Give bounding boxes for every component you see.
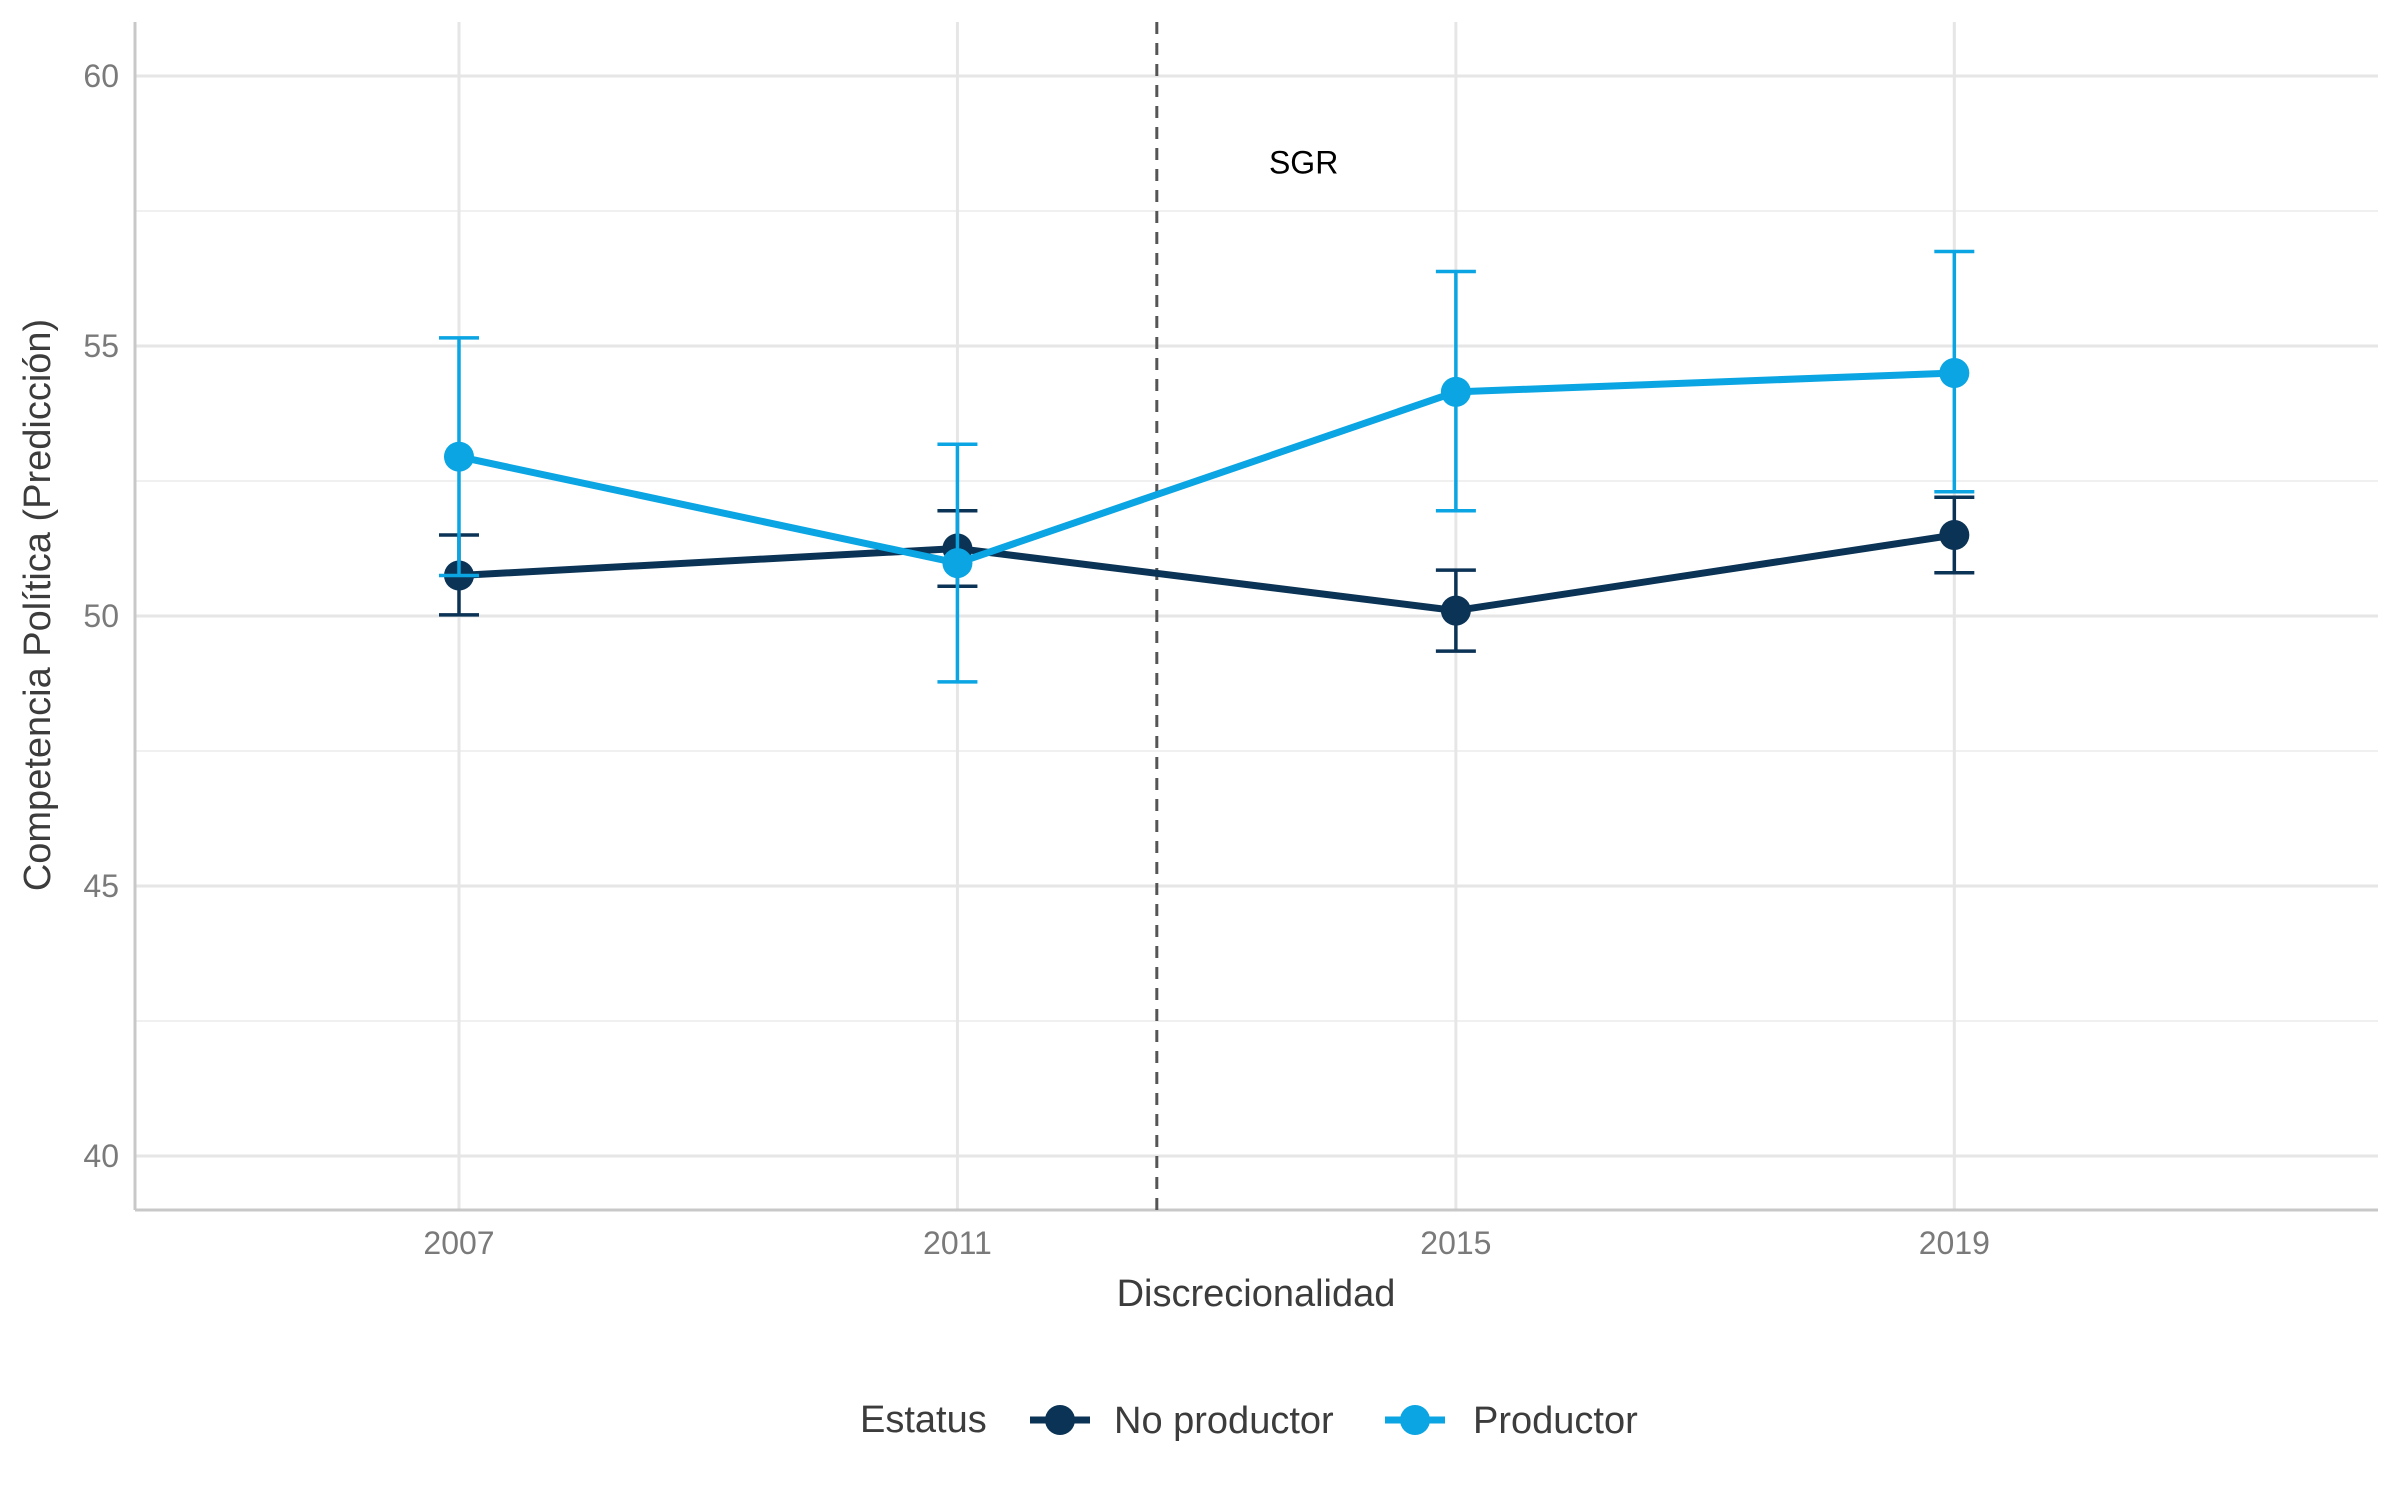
data-point (1939, 358, 1970, 388)
axes: 40 45 50 55 60 2007 2011 2015 2019 (83, 22, 2378, 1261)
series-line (458, 531, 1955, 615)
x-tick-label: 2007 (423, 1225, 494, 1261)
data-point (942, 548, 973, 579)
y-tick-label: 50 (83, 598, 119, 634)
series-productor (438, 249, 1975, 684)
legend-key-point (1400, 1405, 1430, 1435)
y-tick-label: 40 (83, 1138, 119, 1174)
annotation-sgr: SGR (1269, 144, 1338, 180)
data-point (443, 441, 474, 472)
series-no-productor (438, 495, 1975, 653)
legend-label: Productor (1473, 1400, 1638, 1442)
data-point (1939, 520, 1970, 550)
x-tick-label: 2015 (1420, 1225, 1491, 1261)
legend-key-point (1045, 1405, 1075, 1435)
y-tick-label: 55 (83, 328, 119, 364)
x-axis-title: Discrecionalidad (1117, 1273, 1396, 1315)
series-line (458, 369, 1955, 567)
legend: Estatus No productor Productor (860, 1399, 1638, 1442)
legend-title: Estatus (860, 1399, 987, 1441)
x-tick-label: 2019 (1919, 1225, 1990, 1261)
data-point (1440, 376, 1471, 407)
labels: Discrecionalidad Competencia Política (P… (17, 144, 1395, 1315)
legend-label: No productor (1114, 1400, 1334, 1442)
data-point (1440, 595, 1471, 626)
y-tick-label: 60 (83, 58, 119, 94)
y-tick-label: 45 (83, 868, 119, 904)
x-tick-label: 2011 (923, 1225, 992, 1261)
y-axis-title: Competencia Política (Predicción) (17, 319, 59, 891)
series (438, 249, 1975, 684)
grid (135, 22, 2378, 1210)
